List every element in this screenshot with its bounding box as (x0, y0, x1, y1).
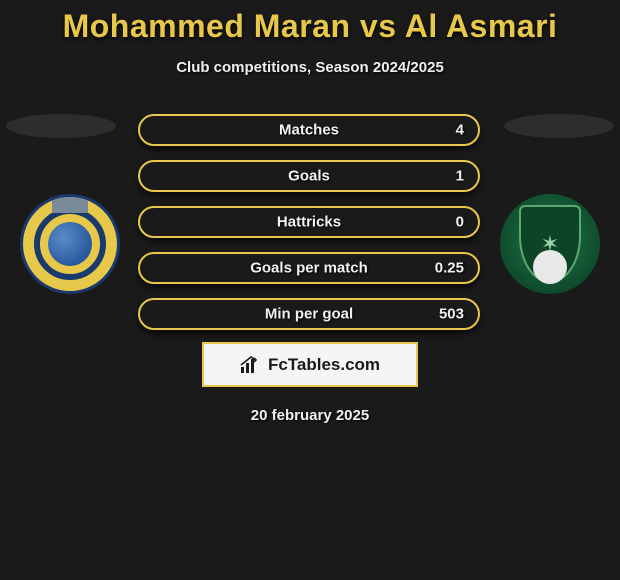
stat-row-hattricks: Hattricks 0 (138, 206, 480, 238)
stat-label: Hattricks (277, 214, 341, 231)
stat-label: Goals (288, 168, 330, 185)
crest-circle: ✶ (500, 194, 600, 294)
footer-date: 20 february 2025 (0, 407, 620, 424)
soccer-ball-icon (533, 250, 567, 284)
comparison-card: Mohammed Maran vs Al Asmari Club competi… (0, 0, 620, 580)
brand-box[interactable]: FcTables.com (202, 342, 418, 387)
stat-row-matches: Matches 4 (138, 114, 480, 146)
stats-list: Matches 4 Goals 1 Hattricks 0 Goals per … (138, 114, 480, 344)
stat-row-goals-per-match: Goals per match 0.25 (138, 252, 480, 284)
club-crest-left (20, 194, 120, 294)
page-title: Mohammed Maran vs Al Asmari (0, 8, 620, 45)
globe-icon (48, 222, 92, 266)
stat-value: 1 (456, 168, 464, 185)
stat-value: 503 (439, 306, 464, 323)
crest-ring (34, 208, 106, 280)
stat-label: Goals per match (250, 260, 368, 277)
bar-chart-icon (240, 356, 262, 374)
stat-value: 0 (456, 214, 464, 231)
stat-label: Matches (279, 122, 339, 139)
crest-circle (20, 194, 120, 294)
stat-label: Min per goal (265, 306, 353, 323)
club-crest-right: ✶ (500, 194, 600, 294)
crown-icon (52, 195, 88, 213)
stat-value: 0.25 (435, 260, 464, 277)
stat-row-goals: Goals 1 (138, 160, 480, 192)
stat-value: 4 (456, 122, 464, 139)
brand-text: FcTables.com (268, 355, 380, 375)
content-area: ✶ Matches 4 Goals 1 Hattricks 0 Goals pe… (0, 114, 620, 324)
player-shadow-right (504, 114, 614, 138)
page-subtitle: Club competitions, Season 2024/2025 (0, 59, 620, 76)
player-shadow-left (6, 114, 116, 138)
stat-row-min-per-goal: Min per goal 503 (138, 298, 480, 330)
